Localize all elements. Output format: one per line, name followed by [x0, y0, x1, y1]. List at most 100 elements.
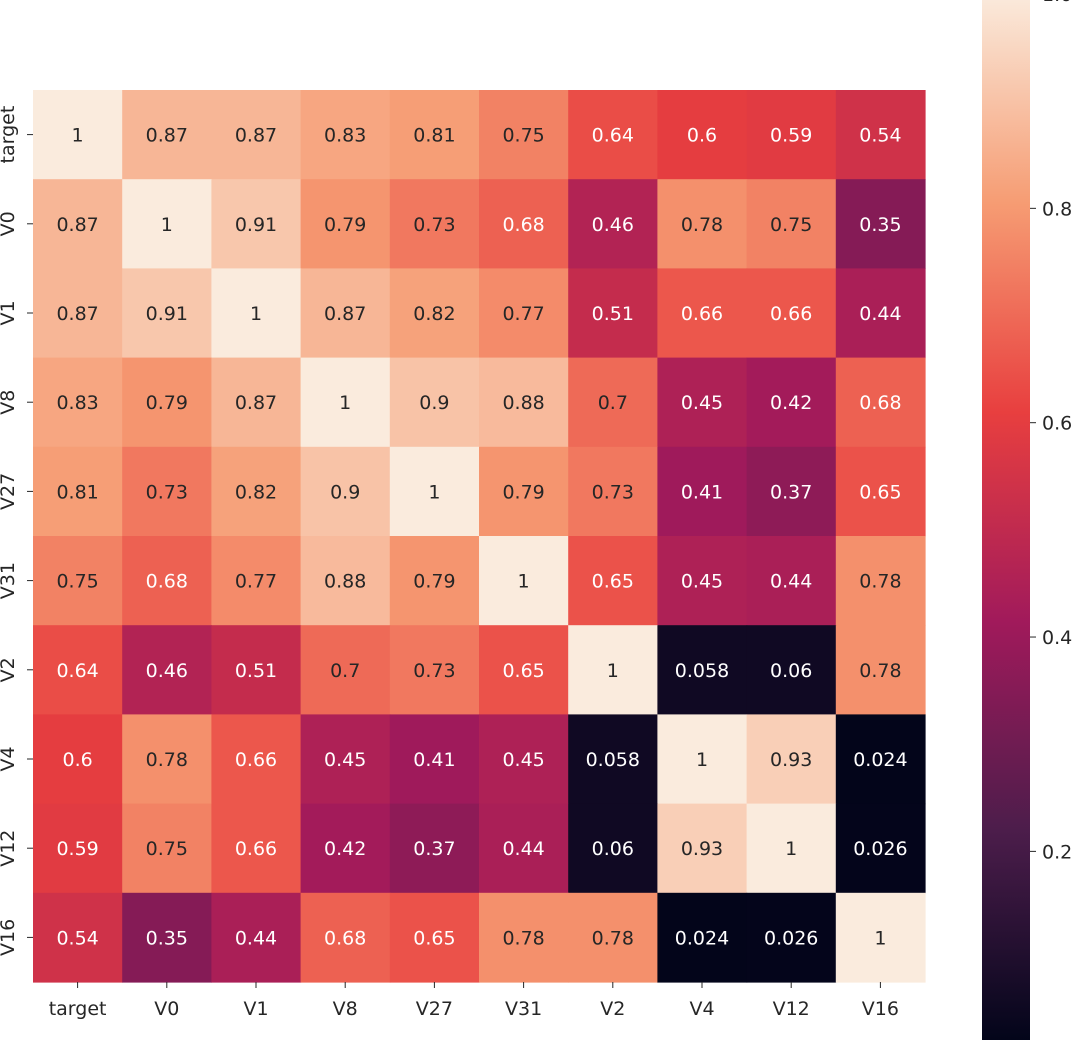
heatmap-cell: [835, 446, 926, 537]
heatmap-cell: [33, 268, 123, 359]
heatmap-cell: [300, 357, 391, 448]
y-axis: target V0 V1 V8 V27 V31 V2 V4 V12 V16: [0, 106, 33, 956]
cell-value-label: 0.66: [235, 838, 277, 860]
cell-value-label: 0.75: [770, 214, 812, 236]
cell-value-label: 0.46: [146, 660, 188, 682]
heatmap-cell: [568, 90, 658, 180]
cell-value-label: 0.06: [592, 838, 634, 860]
heatmap-cell: [122, 90, 212, 180]
cell-value-label: 0.66: [235, 749, 277, 771]
cell-value-label: 1: [339, 392, 351, 414]
heatmap-cell: [300, 90, 391, 180]
cell-value-label: 1: [607, 660, 619, 682]
x-tick-label: V1: [243, 998, 268, 1020]
x-tick-label: V31: [505, 998, 542, 1020]
cell-value-label: 1: [72, 125, 84, 147]
cell-value-label: 0.91: [146, 303, 188, 325]
cell-value-label: 0.46: [592, 214, 634, 236]
cell-value-label: 0.73: [413, 214, 455, 236]
heatmap-cell: [479, 357, 569, 448]
cell-value-label: 0.78: [146, 749, 188, 771]
cell-value-label: 0.88: [502, 392, 544, 414]
x-tick-label: V4: [689, 998, 714, 1020]
x-tick-label: V12: [773, 998, 810, 1020]
heatmap-cell: [657, 90, 748, 180]
cell-value-label: 0.68: [146, 571, 188, 593]
heatmap-cell: [33, 536, 123, 626]
heatmap-cell: [33, 625, 123, 715]
heatmap-cell: [211, 625, 302, 715]
x-tick-label: V0: [154, 998, 179, 1020]
heatmap-cell: [835, 268, 926, 359]
heatmap-cell: [479, 892, 569, 983]
heatmap-cell: [33, 892, 123, 983]
heatmap-cell: [389, 90, 480, 180]
cell-value-label: 0.65: [859, 481, 901, 503]
cell-value-label: 0.41: [413, 749, 455, 771]
cell-value-label: 0.75: [146, 838, 188, 860]
cell-value-label: 0.68: [324, 927, 366, 949]
heatmap-cell: [211, 446, 302, 537]
heatmap-cell: [479, 714, 569, 805]
heatmap-cell: [211, 803, 302, 894]
cell-value-label: 0.87: [56, 303, 98, 325]
heatmap-cell: [657, 714, 748, 805]
colorbar-tick-label: 0.4: [1042, 627, 1072, 649]
cell-value-label: 0.024: [853, 749, 907, 771]
cell-value-label: 0.73: [592, 481, 634, 503]
heatmap-cell: [300, 446, 391, 537]
cell-value-label: 0.35: [859, 214, 901, 236]
cell-value-label: 0.68: [859, 392, 901, 414]
cell-value-label: 0.54: [56, 927, 98, 949]
cell-value-label: 0.45: [324, 749, 366, 771]
colorbar-tick-label: 0.2: [1042, 841, 1072, 863]
cell-value-label: 0.64: [56, 660, 98, 682]
cell-value-label: 0.93: [681, 838, 723, 860]
cell-value-label: 0.64: [592, 125, 634, 147]
heatmap-cell: [389, 357, 480, 448]
heatmap-cell: [746, 268, 837, 359]
y-tick-label: V4: [0, 746, 19, 771]
heatmap-cell: [122, 892, 212, 983]
y-tick-label: V2: [0, 657, 19, 682]
cell-value-label: 0.45: [681, 392, 723, 414]
heatmap-cell: [300, 536, 391, 626]
x-tick-label: target: [49, 998, 107, 1020]
heatmap-cell: [33, 446, 123, 537]
colorbar: 0.2 0.4 0.6 0.8 1.0: [982, 0, 1072, 1040]
cell-value-label: 0.78: [681, 214, 723, 236]
colorbar-tick-label: 0.8: [1042, 198, 1072, 220]
y-tick-label: V8: [0, 390, 19, 415]
cell-value-label: 0.77: [502, 303, 544, 325]
cell-value-label: 0.44: [770, 571, 812, 593]
heatmap-cell: [300, 714, 391, 805]
heatmap-cell: [479, 536, 569, 626]
cell-value-label: 0.78: [859, 571, 901, 593]
cell-value-label: 0.79: [324, 214, 366, 236]
cell-value-label: 0.73: [146, 481, 188, 503]
heatmap-cell: [835, 357, 926, 448]
cell-value-label: 0.81: [56, 481, 98, 503]
heatmap-cell: [389, 625, 480, 715]
cell-value-label: 0.35: [146, 927, 188, 949]
heatmap-cell: [657, 268, 748, 359]
heatmap-cell: [389, 803, 480, 894]
heatmap-cell: [300, 625, 391, 715]
heatmap-cell: [389, 446, 480, 537]
heatmap-cell: [300, 803, 391, 894]
heatmap-cell: [746, 179, 837, 269]
cell-value-label: 1: [428, 481, 440, 503]
cell-value-label: 0.9: [330, 481, 360, 503]
heatmap-cell: [568, 357, 658, 448]
cell-value-label: 0.45: [502, 749, 544, 771]
heatmap-cell: [479, 446, 569, 537]
cell-value-label: 0.75: [56, 571, 98, 593]
cell-value-label: 0.65: [592, 571, 634, 593]
heatmap-cell: [33, 357, 123, 448]
heatmap-cell: [33, 90, 123, 180]
heatmap-cell: [657, 446, 748, 537]
y-tick-label: V27: [0, 473, 19, 510]
heatmap-cell: [657, 179, 748, 269]
heatmap-cell: [568, 803, 658, 894]
heatmap-cell: [122, 357, 212, 448]
